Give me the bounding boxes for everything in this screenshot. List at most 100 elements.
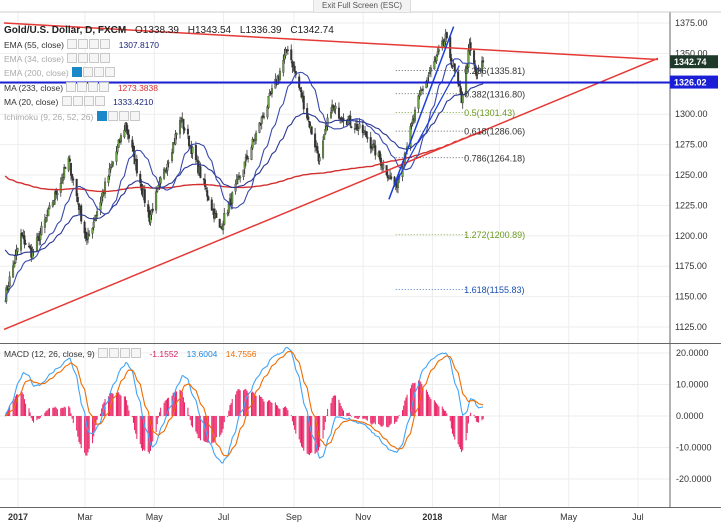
open-value: O1338.39 — [135, 25, 179, 36]
trendline-steep-trend-parallel[interactable] — [392, 65, 460, 188]
price-tick-label: 1250.00 — [675, 170, 708, 180]
settings-icon[interactable] — [107, 111, 118, 121]
close-icon[interactable] — [94, 67, 105, 77]
candle — [414, 106, 417, 123]
price-tick-label: 1375.00 — [675, 18, 708, 28]
exit-fullscreen-button[interactable]: Exit Full Screen (ESC) — [313, 0, 411, 13]
candle — [482, 57, 485, 68]
candle — [183, 126, 186, 134]
macd-tick-label: 0.0000 — [676, 411, 704, 421]
more-icon[interactable] — [131, 348, 142, 358]
indicator-label: EMA (34, close) — [4, 54, 64, 64]
indicator-label: EMA (200, close) — [4, 68, 69, 78]
settings-icon[interactable] — [109, 348, 120, 358]
fib-level-label: 0.382(1316.80) — [464, 89, 525, 99]
close-icon[interactable] — [89, 53, 100, 63]
candle — [88, 230, 91, 237]
candle — [266, 104, 269, 120]
candle — [92, 217, 95, 231]
eye-icon[interactable] — [98, 348, 109, 358]
settings-icon[interactable] — [77, 82, 88, 92]
candle — [206, 187, 209, 202]
candle — [251, 136, 254, 150]
macd-legend[interactable]: MACD (12, 26, close, 9) -1.1552 13.6004 … — [4, 348, 257, 361]
candle — [182, 119, 185, 135]
indicator-label: Ichimoku (9, 26, 52, 26) — [4, 112, 94, 122]
candle — [258, 122, 261, 134]
candle — [47, 207, 50, 217]
indicator-ema200[interactable]: EMA (200, close) — [4, 67, 116, 80]
indicator-value: 1333.4210 — [113, 97, 154, 107]
candle — [318, 153, 321, 165]
candle — [56, 189, 59, 201]
candle — [43, 214, 46, 234]
candle — [210, 197, 213, 211]
candle — [433, 56, 436, 70]
indicator-label: MA (233, close) — [4, 83, 64, 93]
candle — [35, 232, 38, 252]
close-icon[interactable] — [83, 96, 94, 106]
eye-icon[interactable] — [67, 53, 78, 63]
more-icon[interactable] — [105, 67, 116, 77]
candle — [188, 135, 191, 150]
more-icon[interactable] — [99, 82, 110, 92]
last-price-value: 1342.74 — [674, 57, 707, 67]
indicator-ma20[interactable]: MA (20, close) 1333.4210 — [4, 96, 153, 109]
indicator-ma233[interactable]: MA (233, close) 1273.3838 — [4, 82, 158, 95]
settings-icon[interactable] — [78, 39, 89, 49]
candle — [7, 281, 10, 291]
time-tick-label: Sep — [286, 512, 302, 522]
candle — [135, 154, 138, 177]
close-icon[interactable] — [120, 348, 131, 358]
candle — [267, 96, 270, 110]
more-icon[interactable] — [100, 39, 111, 49]
settings-icon[interactable] — [83, 67, 94, 77]
eye-icon[interactable] — [72, 67, 83, 77]
close-icon[interactable] — [89, 39, 100, 49]
candle — [379, 153, 382, 171]
macd-axis[interactable]: 20.0000 10.0000 0.0000 -10.0000 -20.0000 — [676, 348, 712, 484]
candle — [104, 177, 107, 199]
eye-icon[interactable] — [96, 111, 107, 121]
time-axis[interactable]: 2017 Mar May Jul Sep Nov 2018 Mar May Jul — [8, 512, 644, 522]
close-icon[interactable] — [88, 82, 99, 92]
indicator-ichimoku[interactable]: Ichimoku (9, 26, 52, 26) — [4, 111, 140, 124]
more-icon[interactable] — [129, 111, 140, 121]
price-tick-label: 1200.00 — [675, 231, 708, 241]
eye-icon[interactable] — [61, 96, 72, 106]
price-tick-label: 1150.00 — [675, 292, 707, 302]
macd-hist-value: -1.1552 — [149, 349, 179, 359]
settings-icon[interactable] — [72, 96, 83, 106]
candle — [151, 203, 154, 213]
indicator-ema34[interactable]: EMA (34, close) — [4, 53, 111, 66]
more-icon[interactable] — [100, 53, 111, 63]
candle — [337, 102, 340, 120]
candle — [409, 123, 412, 151]
candle — [421, 85, 424, 95]
trendline-support[interactable] — [3, 57, 659, 331]
macd-tick-label: 10.0000 — [676, 380, 709, 390]
candle — [330, 106, 333, 119]
candle — [48, 202, 51, 210]
candle — [215, 210, 218, 218]
candle — [223, 207, 226, 226]
close-icon[interactable] — [118, 111, 129, 121]
candles — [5, 28, 485, 304]
indicator-ema55[interactable]: EMA (55, close) 1307.8170 — [4, 39, 159, 52]
trendline-resistance[interactable] — [3, 22, 659, 61]
more-icon[interactable] — [94, 96, 105, 106]
candle — [155, 186, 158, 214]
candle — [278, 67, 281, 84]
candle — [310, 126, 313, 135]
close-value: C1342.74 — [290, 25, 334, 36]
trendline-steep-trend[interactable] — [388, 26, 455, 200]
candle — [255, 130, 258, 145]
eye-icon[interactable] — [66, 82, 77, 92]
settings-icon[interactable] — [78, 53, 89, 63]
candle — [260, 115, 263, 130]
fib-level-label: 0.5(1301.43) — [464, 108, 515, 118]
eye-icon[interactable] — [67, 39, 78, 49]
indicator-label: EMA (55, close) — [4, 40, 64, 50]
candle — [172, 142, 175, 154]
